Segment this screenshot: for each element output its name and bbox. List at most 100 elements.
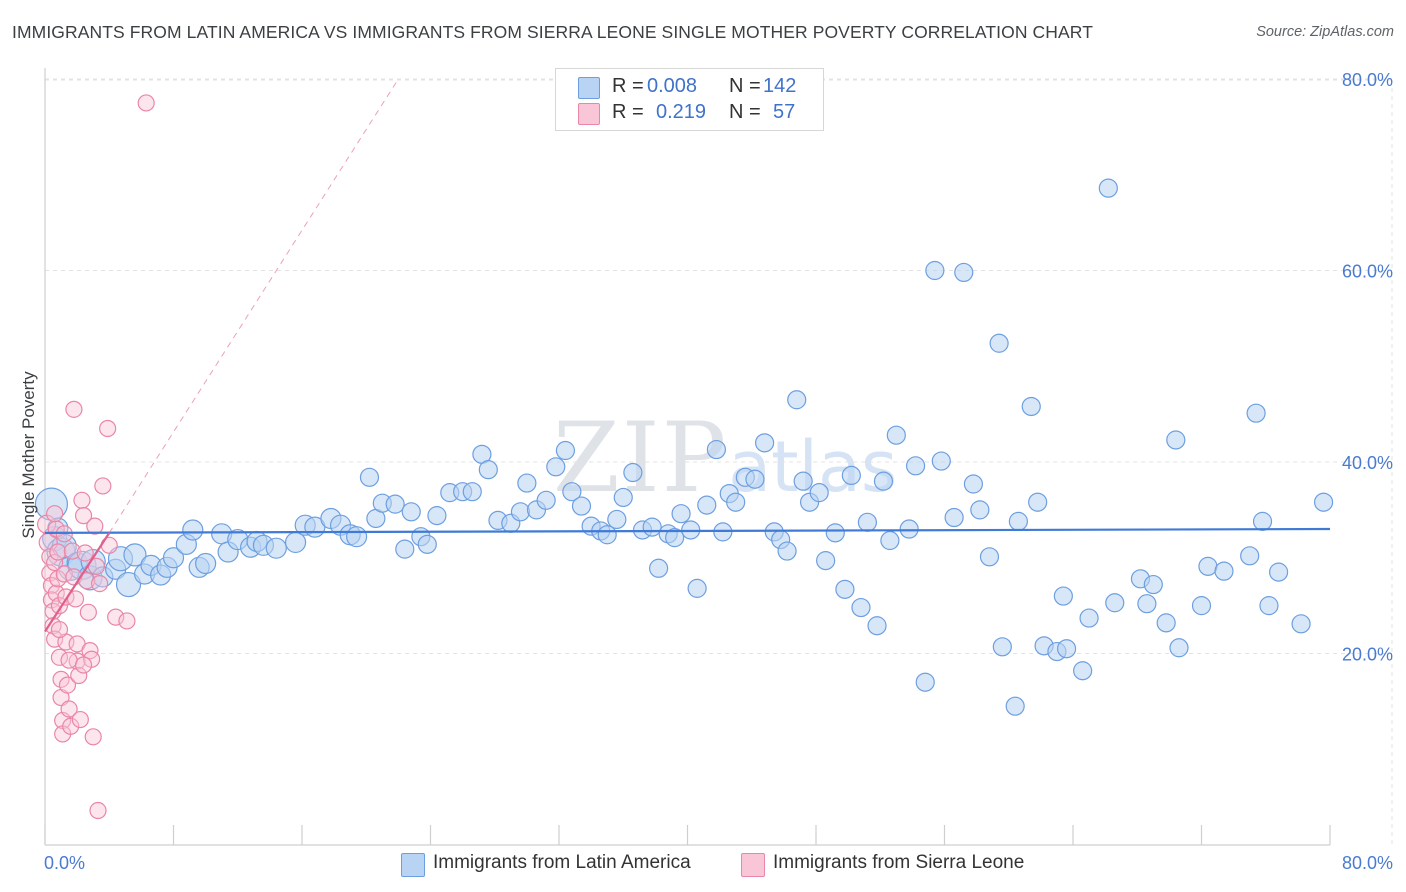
data-point-sierra-leone [46, 553, 64, 572]
data-point-latin-america [841, 465, 861, 486]
data-point-latin-america [401, 502, 421, 522]
data-point-latin-america [1156, 613, 1176, 633]
legend-r-value: 0.219 [656, 101, 707, 123]
data-point-sierra-leone [81, 642, 99, 660]
chart-title: IMMIGRANTS FROM LATIN AMERICA VS IMMIGRA… [12, 22, 1093, 42]
data-point-latin-america [1166, 430, 1186, 450]
data-point-latin-america [162, 547, 185, 569]
data-point-latin-america [359, 467, 380, 487]
data-point-latin-america [706, 439, 727, 460]
data-point-latin-america [597, 525, 617, 545]
data-point-latin-america [642, 517, 662, 537]
data-point-latin-america [648, 558, 669, 578]
data-point-latin-america [123, 543, 147, 567]
data-point-sierra-leone [70, 666, 88, 685]
data-point-latin-america [1143, 574, 1163, 595]
data-point-latin-america [1291, 614, 1311, 634]
data-point-latin-america [726, 492, 746, 512]
data-point-latin-america [613, 487, 633, 508]
data-point-latin-america [1240, 546, 1260, 566]
trend-line-latin-america [44, 527, 1331, 534]
data-point-latin-america [1137, 594, 1157, 614]
data-point-latin-america [346, 526, 368, 548]
bottom-legend-swatch-blue [401, 853, 425, 877]
data-point-sierra-leone [99, 419, 117, 438]
data-point-latin-america [562, 482, 582, 502]
data-point-latin-america [571, 496, 592, 516]
data-point-sierra-leone [58, 676, 77, 694]
trend-extension-sierra-leone [108, 78, 399, 534]
data-point-latin-america [687, 578, 707, 598]
data-point-latin-america [816, 551, 836, 571]
data-point-latin-america [857, 512, 878, 532]
data-point-latin-america [851, 597, 871, 618]
data-point-latin-america [510, 502, 531, 522]
data-point-latin-america [1191, 596, 1212, 616]
data-point-latin-america [745, 469, 765, 489]
series-sierra-leone [37, 94, 155, 820]
data-point-latin-america [880, 530, 900, 551]
data-point-sierra-leone [50, 648, 69, 666]
legend-swatch-pink [578, 103, 600, 125]
data-point-latin-america [182, 519, 204, 541]
legend-n-label: N = [729, 75, 761, 97]
y-tick-label: 40.0% [1342, 453, 1393, 473]
legend-n-value: 142 [763, 75, 797, 97]
data-point-latin-america [671, 504, 691, 524]
data-point-sierra-leone [76, 544, 94, 562]
data-point-sierra-leone [94, 477, 112, 495]
data-point-latin-america [385, 494, 405, 514]
data-point-latin-america [1105, 593, 1125, 613]
axes [44, 68, 1331, 846]
data-point-sierra-leone [62, 717, 80, 735]
data-point-sierra-leone [52, 670, 70, 688]
data-point-sierra-leone [79, 603, 97, 621]
data-point-latin-america [979, 547, 1000, 567]
data-point-latin-america [963, 474, 984, 494]
data-point-latin-america [1098, 178, 1118, 198]
data-point-latin-america [1021, 396, 1041, 417]
data-point-sierra-leone [63, 542, 81, 560]
data-point-latin-america [915, 672, 935, 692]
source-credit: Source: ZipAtlas.com [1256, 24, 1394, 40]
data-point-latin-america [665, 528, 685, 548]
data-point-latin-america [1252, 511, 1273, 531]
data-point-latin-america [899, 519, 919, 539]
data-point-latin-america [1268, 562, 1289, 582]
data-point-latin-america [989, 333, 1009, 353]
grid-lines [45, 78, 1393, 845]
legend-r-label: R = [612, 101, 644, 123]
data-point-latin-america [793, 471, 813, 491]
data-point-latin-america [1079, 608, 1099, 628]
bottom-legend-swatch-pink [741, 853, 765, 877]
data-point-latin-america [944, 507, 964, 528]
data-point-sierra-leone [65, 400, 83, 418]
data-point-latin-america [777, 541, 797, 561]
data-point-latin-america [925, 260, 945, 281]
data-point-latin-america [1169, 638, 1189, 658]
legend-swatch-blue [578, 77, 600, 99]
data-point-sierra-leone [60, 700, 78, 718]
data-point-latin-america [697, 495, 717, 515]
data-point-latin-america [478, 460, 498, 480]
data-point-latin-america [1028, 492, 1048, 512]
data-point-latin-america [623, 462, 643, 483]
data-point-latin-america [992, 637, 1012, 657]
legend-r-value: 0.008 [647, 75, 698, 97]
data-point-sierra-leone [55, 565, 73, 583]
data-point-latin-america [1198, 556, 1218, 576]
data-point-sierra-leone [46, 505, 64, 523]
series-latin-america [34, 178, 1334, 716]
data-point-latin-america [886, 425, 906, 445]
data-point-latin-america [546, 457, 566, 477]
y-axis-label: Single Mother Poverty [19, 371, 38, 539]
data-point-latin-america [867, 616, 887, 636]
data-point-latin-america [427, 506, 447, 526]
data-point-sierra-leone [49, 543, 67, 561]
data-point-latin-america [754, 433, 775, 453]
trend-lines [44, 78, 1331, 633]
data-point-latin-america [115, 571, 142, 598]
data-point-latin-america [835, 579, 855, 599]
data-point-latin-america [873, 471, 894, 491]
